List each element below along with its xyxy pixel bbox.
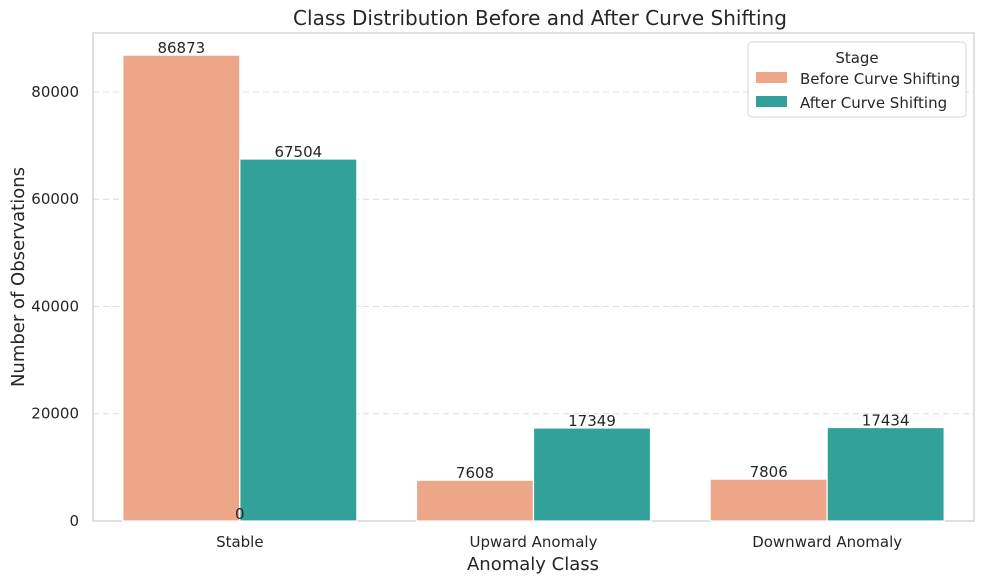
legend-title: Stage (835, 49, 878, 67)
x-axis-title: Anomaly Class (467, 554, 599, 575)
x-axis: Stable Upward Anomaly Downward Anomaly (216, 533, 902, 551)
y-axis: 0 20000 40000 60000 80000 (31, 83, 79, 530)
bar-before (415, 479, 535, 522)
x-tick-label: Upward Anomaly (470, 533, 598, 551)
bar-after (532, 427, 652, 522)
legend-swatch-before (756, 72, 787, 83)
chart-title: Class Distribution Before and After Curv… (293, 6, 787, 30)
legend-label-before: Before Curve Shifting (800, 70, 960, 88)
y-tick-label: 40000 (31, 297, 79, 315)
x-tick-label: Downward Anomaly (752, 533, 902, 551)
bar-before (709, 478, 828, 522)
bar-value-label: 86873 (157, 39, 205, 57)
bar-value-label: 17349 (568, 412, 616, 430)
bar-value-label: 67504 (274, 143, 322, 161)
bars (122, 54, 945, 522)
y-axis-title: Number of Observations (8, 167, 29, 387)
zero-annotation: 0 (235, 505, 245, 523)
x-tick-label: Stable (216, 533, 264, 551)
bar-value-label: 7806 (750, 463, 788, 481)
y-tick-label: 20000 (31, 405, 79, 423)
bar-value-label: 7608 (456, 464, 494, 482)
bar-before (122, 54, 241, 522)
legend: Stage Before Curve Shifting After Curve … (747, 41, 967, 118)
legend-label-after: After Curve Shifting (800, 94, 947, 112)
y-tick-label: 80000 (31, 83, 79, 101)
data-labels: 86873 67504 7608 17349 7806 17434 0 (157, 39, 909, 523)
bar-value-label: 17434 (862, 412, 910, 430)
bar-after (826, 426, 945, 522)
bar-after (239, 158, 358, 522)
legend-box (747, 41, 967, 118)
y-tick-label: 60000 (31, 190, 79, 208)
legend-swatch-after (756, 96, 787, 107)
y-tick-label: 0 (69, 512, 79, 530)
